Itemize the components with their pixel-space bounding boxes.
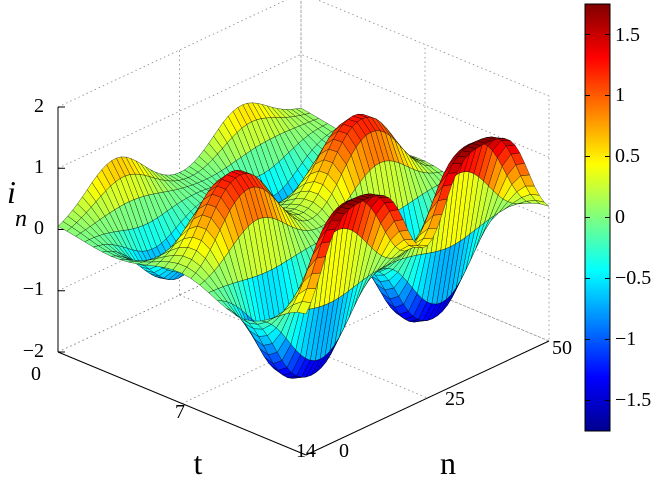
colorbar-tick-label: −1.5 bbox=[615, 389, 651, 411]
z-tick-label: −2 bbox=[23, 340, 44, 362]
t-tick-label: 7 bbox=[175, 401, 185, 423]
n-tick-label: 0 bbox=[339, 440, 349, 462]
colorbar-ticks bbox=[585, 34, 610, 401]
colorbar-tick-label: 1 bbox=[615, 84, 625, 106]
colorbar-tick-label: −0.5 bbox=[615, 267, 651, 289]
z-axis-label-subscript: n bbox=[15, 206, 27, 232]
n-axis-label: n bbox=[440, 445, 456, 481]
colorbar-tick-label: −1 bbox=[615, 328, 636, 350]
axes-box bbox=[57, 106, 550, 456]
colorbar-tick-label: 1.5 bbox=[615, 24, 640, 46]
surface-patch bbox=[296, 301, 312, 315]
t-axis bbox=[57, 351, 307, 456]
colorbar-tick-label: 0 bbox=[615, 206, 625, 228]
z-tick-label: 1 bbox=[34, 156, 44, 178]
n-tick-label: 50 bbox=[552, 337, 572, 359]
n-tick-label: 25 bbox=[445, 388, 465, 410]
z-tick-label: 0 bbox=[34, 217, 44, 239]
surface-mesh bbox=[57, 102, 550, 379]
z-tick-label: 2 bbox=[34, 95, 44, 117]
grid-line bbox=[57, 0, 550, 108]
n-axis bbox=[305, 340, 550, 456]
t-tick-label: 0 bbox=[31, 363, 41, 385]
z-axis-label: i bbox=[7, 174, 16, 210]
colorbar-tick-label: 0.5 bbox=[615, 145, 640, 167]
t-tick-label: 14 bbox=[296, 440, 316, 462]
z-tick-label: −1 bbox=[23, 278, 44, 300]
t-axis-label: t bbox=[194, 445, 203, 481]
